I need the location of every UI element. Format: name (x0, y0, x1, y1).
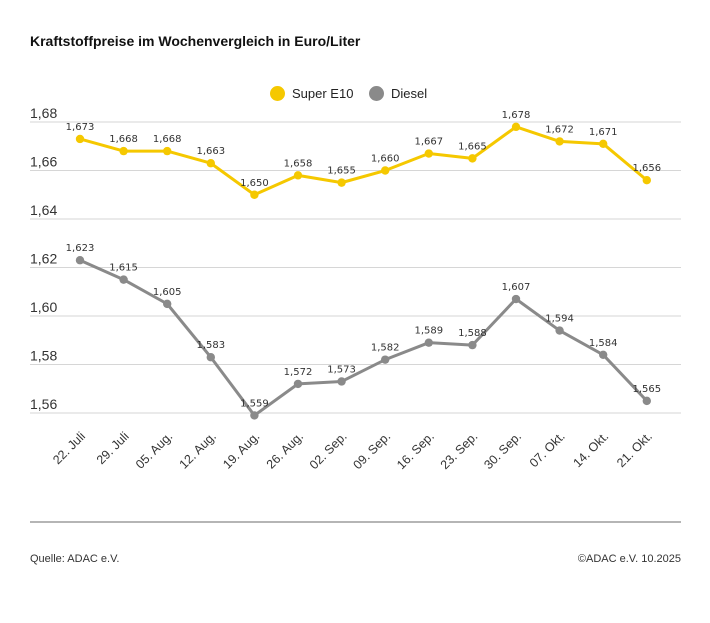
data-point (511, 122, 521, 132)
data-label: 1,650 (240, 178, 269, 189)
data-point (163, 299, 172, 309)
chart-title: Kraftstoffpreise im Wochenvergleich in E… (30, 33, 361, 49)
data-label: 1,565 (632, 384, 661, 395)
data-point (642, 176, 651, 185)
data-point (337, 178, 346, 187)
data-point (468, 340, 477, 350)
data-point (424, 149, 433, 158)
x-tick-label: 19. Aug. (220, 429, 262, 471)
x-tick-label: 29. Juli (94, 429, 132, 467)
x-tick-label: 14. Okt. (570, 429, 611, 470)
data-point (250, 411, 259, 420)
data-label: 1,594 (545, 314, 574, 325)
legend-label-diesel: Diesel (391, 86, 428, 101)
x-tick-label: 30. Sep. (481, 429, 524, 472)
data-point (381, 166, 390, 175)
data-label: 1,583 (196, 340, 225, 351)
y-tick-label: 1,60 (30, 299, 57, 315)
x-tick-label: 21. Okt. (614, 429, 655, 470)
data-label: 1,573 (327, 364, 356, 375)
data-label: 1,572 (284, 367, 313, 378)
x-tick-label: 09. Sep. (350, 429, 393, 472)
x-tick-label: 16. Sep. (394, 429, 437, 472)
data-point (119, 146, 128, 156)
data-point (206, 159, 215, 168)
data-label: 1,623 (66, 243, 95, 254)
y-tick-label: 1,56 (30, 396, 57, 412)
y-tick-label: 1,58 (30, 348, 57, 364)
data-label: 1,667 (414, 137, 443, 148)
data-label: 1,607 (502, 282, 531, 293)
x-tick-label: 22. Juli (50, 429, 88, 467)
y-tick-label: 1,66 (30, 154, 57, 170)
data-label: 1,584 (589, 338, 618, 349)
data-point (206, 353, 215, 362)
data-point (468, 154, 477, 163)
source-note: Quelle: ADAC e.V. (30, 553, 120, 565)
data-point (337, 377, 346, 386)
data-point (119, 275, 128, 284)
data-label: 1,615 (109, 263, 138, 274)
data-label: 1,668 (153, 134, 182, 145)
footer-divider (30, 521, 681, 523)
series-line-diesel (78, 258, 649, 417)
y-tick-label: 1,62 (30, 251, 57, 267)
data-point (75, 134, 85, 144)
legend-label-super: Super E10 (292, 86, 354, 101)
data-point (511, 294, 521, 304)
data-point (250, 190, 259, 199)
data-point (293, 171, 303, 180)
x-tick-label: 12. Aug. (177, 429, 219, 471)
x-tick-label: 07. Okt. (527, 429, 568, 470)
data-point (642, 396, 651, 406)
data-point (163, 146, 172, 156)
legend-item-diesel: Diesel (369, 86, 427, 101)
data-point (75, 256, 85, 265)
legend-item-super: Super E10 (270, 86, 353, 101)
data-label: 1,678 (502, 110, 531, 121)
data-label: 1,656 (632, 163, 661, 174)
series-line-super-e10 (78, 125, 649, 197)
data-label: 1,665 (458, 141, 487, 152)
data-point (599, 139, 608, 149)
legend-dot-diesel (369, 86, 384, 101)
x-tick-label: 05. Aug. (133, 429, 175, 471)
data-point (381, 355, 390, 364)
data-label: 1,589 (414, 326, 443, 337)
data-point (599, 350, 608, 359)
data-label: 1,605 (153, 287, 182, 298)
x-tick-label: 02. Sep. (307, 429, 350, 472)
data-point (555, 137, 564, 146)
data-label: 1,655 (327, 166, 356, 177)
data-label: 1,588 (458, 328, 487, 339)
x-tick-label: 23. Sep. (438, 429, 481, 472)
copyright-note: ©ADAC e.V. 10.2025 (577, 553, 681, 565)
data-label: 1,671 (589, 127, 618, 138)
y-tick-label: 1,68 (30, 105, 57, 121)
data-label: 1,658 (284, 158, 313, 169)
data-label: 1,559 (240, 398, 269, 409)
data-point (555, 326, 564, 335)
y-tick-label: 1,64 (30, 202, 57, 218)
data-label: 1,582 (371, 343, 400, 354)
data-point (293, 379, 303, 389)
data-point (424, 338, 433, 347)
data-label: 1,672 (545, 124, 574, 135)
x-tick-label: 26. Aug. (264, 429, 306, 471)
data-label: 1,673 (66, 122, 95, 133)
legend-dot-super (270, 86, 285, 101)
data-label: 1,660 (371, 154, 400, 165)
data-label: 1,668 (109, 134, 138, 145)
data-label: 1,663 (196, 146, 225, 157)
